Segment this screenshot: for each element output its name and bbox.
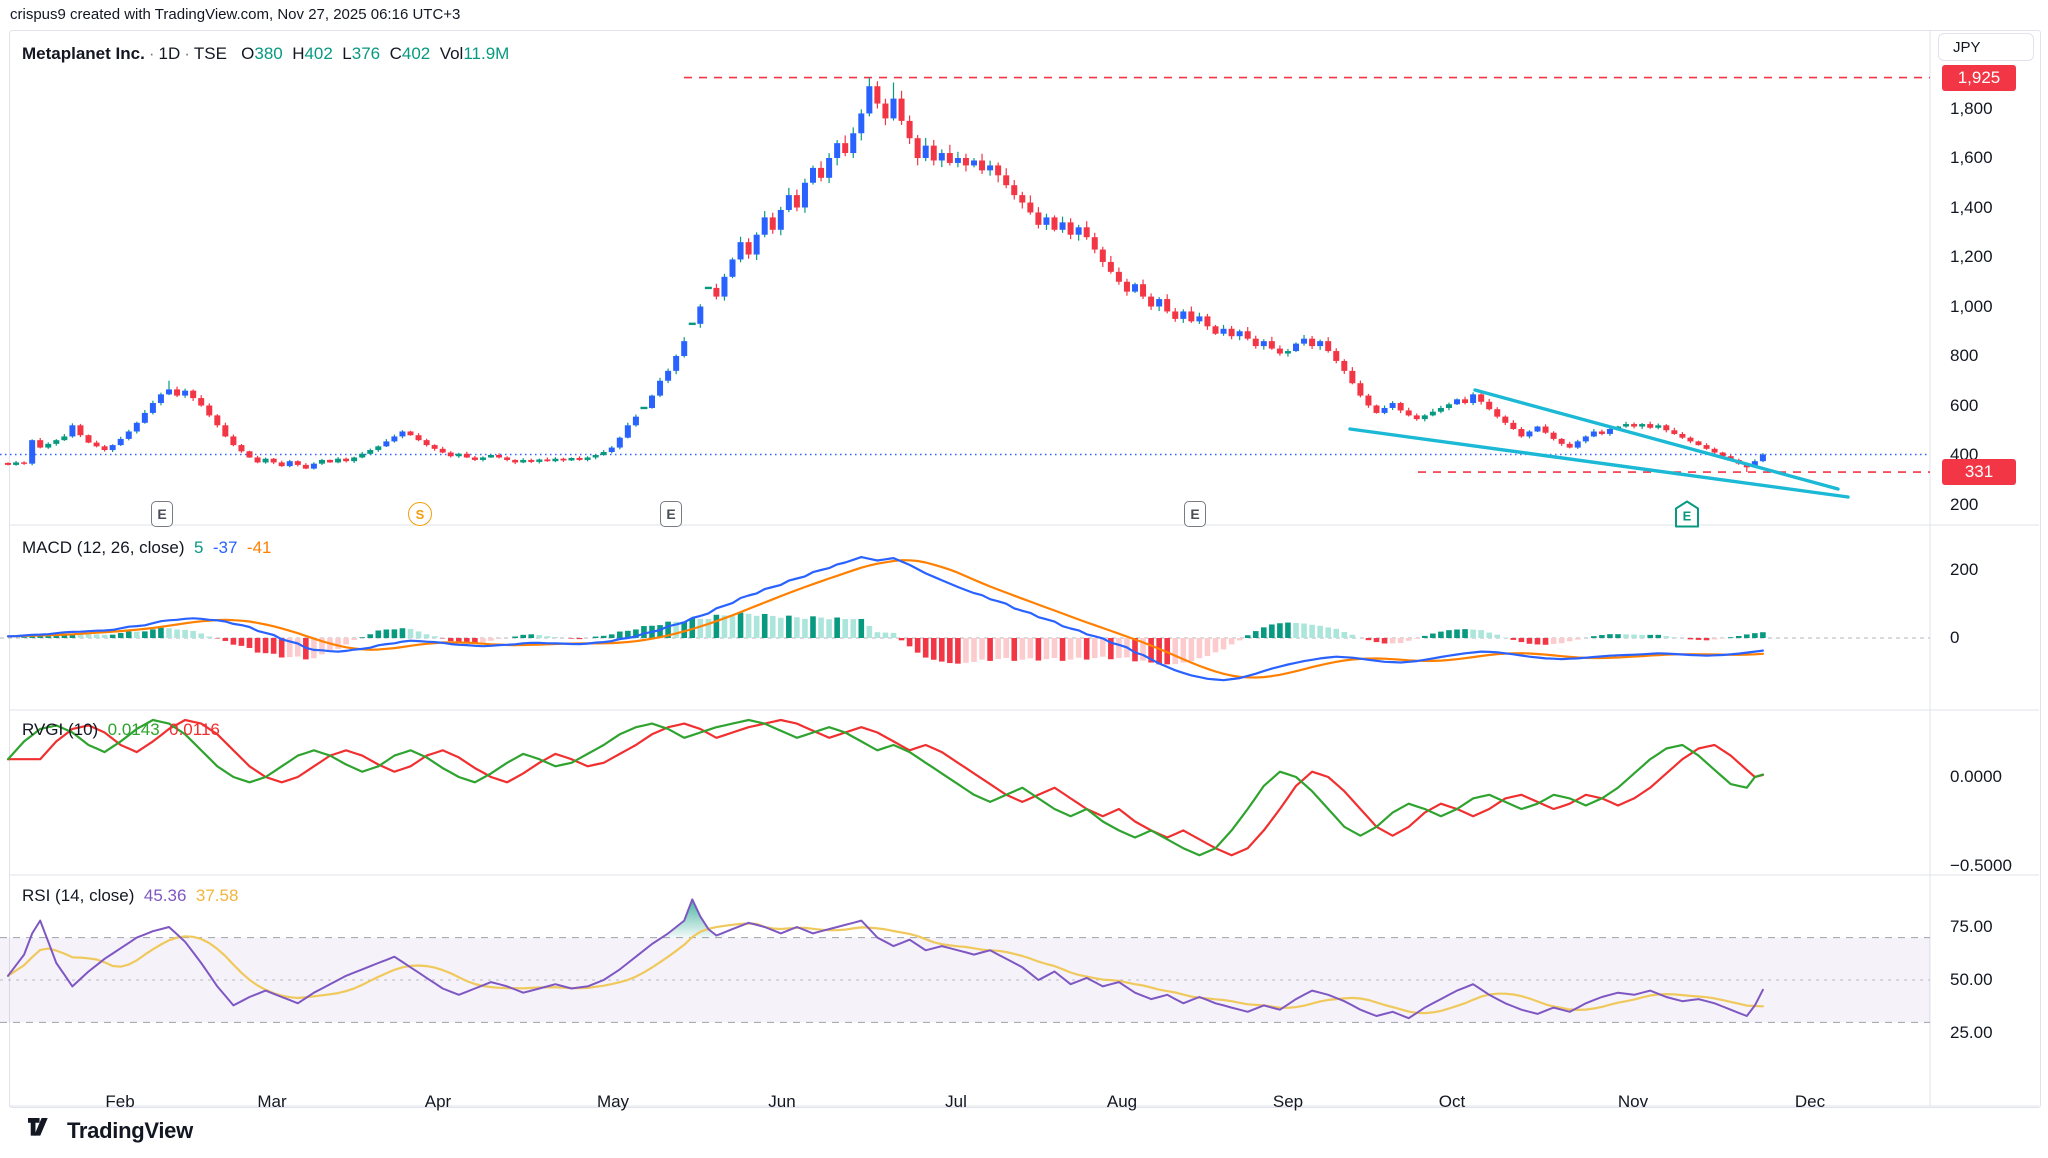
upcoming-earnings-marker[interactable]: E [1675, 500, 1699, 528]
month-label-aug: Aug [1106, 1092, 1138, 1111]
open-label: O [241, 44, 255, 63]
rvgi-main-value: 0.0143 [107, 720, 160, 739]
macd-tick-200: 200 [1950, 560, 1979, 579]
rsi-name: RSI (14, close) [22, 886, 135, 905]
rvgi-tick--0.5000: −0.5000 [1950, 856, 2012, 875]
price-tick-1800: 1,800 [1950, 98, 1993, 118]
macd-tick-0: 0 [1950, 628, 1960, 647]
earnings-marker[interactable]: E [1184, 501, 1206, 527]
month-label-nov: Nov [1617, 1092, 1649, 1111]
tradingview-icon [28, 1118, 48, 1136]
currency-label: JPY [1953, 38, 1981, 56]
open-value: 380 [254, 44, 283, 63]
price-high-badge: 1,925 [1942, 64, 2016, 91]
earnings-marker[interactable]: E [660, 501, 682, 527]
macd-name: MACD (12, 26, close) [22, 538, 185, 557]
macd-pane[interactable] [0, 556, 1930, 682]
attribution-text: crispus9 created with TradingView.com, N… [10, 6, 461, 23]
limit-move-dash[interactable] [640, 406, 648, 410]
limit-move-dash[interactable] [704, 286, 712, 290]
rsi-pane[interactable] [0, 898, 1930, 1023]
footer-logo[interactable]: TradingView [28, 1118, 193, 1144]
brand-name: TradingView [67, 1118, 193, 1143]
high-label: H [292, 44, 305, 63]
rvgi-tick-0.0000: 0.0000 [1950, 767, 2002, 786]
month-label-sep: Sep [1272, 1092, 1304, 1111]
close-value: 402 [401, 44, 431, 63]
candles[interactable] [5, 77, 1766, 473]
rsi-tick-25.00: 25.00 [1950, 1023, 1993, 1042]
rsi-main-value: 45.36 [143, 886, 187, 905]
low-value: 376 [351, 44, 381, 63]
price-tick-1400: 1,400 [1950, 197, 1993, 217]
rsi-tick-50.00: 50.00 [1950, 970, 1993, 989]
month-label-mar: Mar [257, 1092, 287, 1111]
volume-label: Vol [439, 44, 464, 63]
exchange-label: TSE [193, 44, 227, 63]
interval-label[interactable]: 1D [158, 44, 181, 63]
high-value: 402 [304, 44, 333, 63]
month-label-jul: Jul [945, 1092, 967, 1111]
rsi-tick-75.00: 75.00 [1950, 917, 1993, 936]
macd-legend[interactable]: MACD (12, 26, close) 5 -37 -41 [22, 538, 271, 558]
price-low-badge: 331 [1942, 459, 2016, 486]
wedge-upper[interactable] [1473, 388, 1840, 491]
macd-line-value: -37 [212, 538, 238, 557]
limit-move-dash[interactable] [688, 322, 696, 326]
macd-hist-value: 5 [193, 538, 204, 557]
rvgi-name: RVGI (10) [22, 720, 99, 739]
price-tick-1600: 1,600 [1950, 148, 1993, 167]
month-label-oct: Oct [1438, 1092, 1466, 1111]
low-label: L [342, 44, 352, 63]
rvgi-legend[interactable]: RVGI (10) 0.0143 0.0116 [22, 720, 220, 740]
rvgi-pane[interactable] [6, 718, 1764, 857]
month-label-apr: Apr [424, 1092, 452, 1111]
macd-signal-value: -41 [246, 538, 272, 557]
price-tick-1200: 1,200 [1950, 247, 1993, 266]
symbol-title[interactable]: Metaplanet Inc. [22, 44, 145, 63]
price-tick-200: 200 [1950, 494, 1979, 514]
month-label-jun: Jun [768, 1092, 796, 1111]
volume-value: 11.9M [463, 44, 510, 63]
rsi-legend[interactable]: RSI (14, close) 45.36 37.58 [22, 886, 238, 906]
rvgi-signal-value: 0.0116 [169, 720, 220, 739]
month-label-dec: Dec [1794, 1092, 1826, 1111]
currency-button[interactable]: JPY [1938, 33, 2034, 61]
wedge-lower[interactable] [1348, 427, 1850, 499]
rsi-ma-value: 37.58 [195, 886, 239, 905]
price-tick-1000: 1,000 [1950, 296, 1993, 316]
price-tick-800: 800 [1950, 346, 1979, 365]
month-label-feb: Feb [105, 1092, 135, 1111]
symbol-legend[interactable]: Metaplanet Inc. · 1D · TSE O380 H402 L376 C4… [22, 44, 510, 63]
price-pane[interactable] [0, 76, 1930, 499]
price-tick-600: 600 [1950, 395, 1979, 415]
earnings-marker[interactable]: E [151, 501, 173, 527]
close-label: C [389, 44, 402, 63]
split-marker[interactable]: S [408, 502, 432, 526]
month-label-may: May [596, 1092, 630, 1111]
